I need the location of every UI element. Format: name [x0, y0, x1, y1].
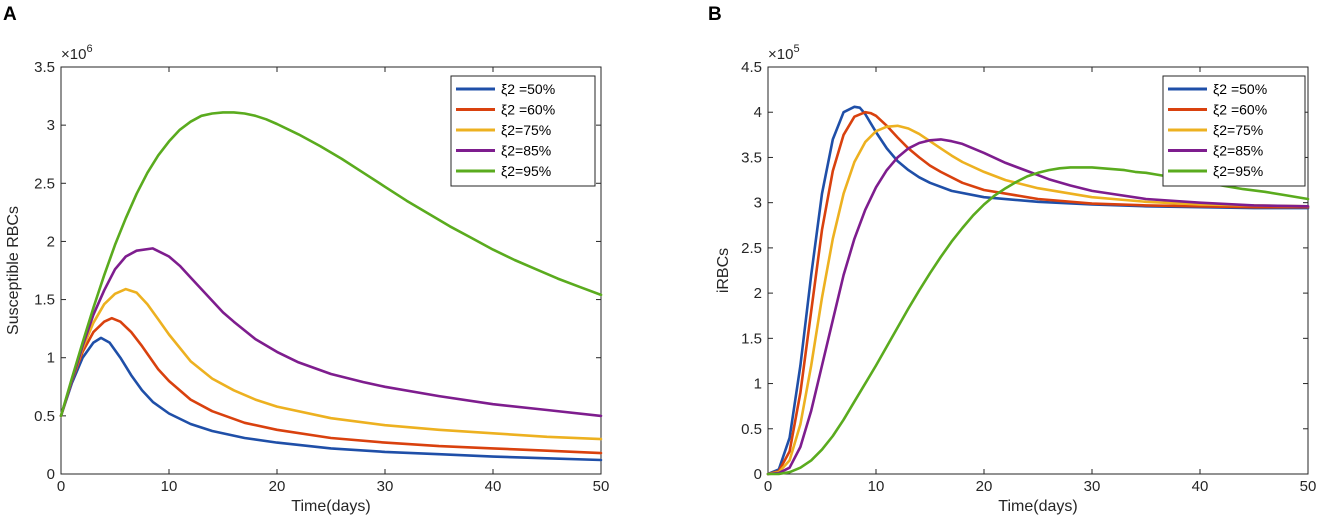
series-line-3: [766, 124, 1310, 476]
exponent-base: ×10: [768, 46, 793, 63]
exponent-power: 5: [793, 43, 799, 55]
x-tick-label: 0: [57, 478, 65, 495]
chart-panel-a: A 0 10 20 30 40 50 0 0.5 1 1.5 2 2.5 3 3.5 ×106 Time(day…: [3, 4, 609, 515]
y-tick-label: 2: [754, 285, 762, 302]
series-line-3: [59, 287, 603, 441]
x-tick-label: 30: [377, 478, 394, 495]
legend-entry: ξ2 =50%: [501, 81, 555, 97]
exponent-label: ×105: [768, 43, 800, 63]
x-tick-label: 50: [593, 478, 610, 495]
x-tick-label: 20: [976, 478, 993, 495]
x-tick-label: 20: [269, 478, 286, 495]
x-tick-label: 30: [1084, 478, 1101, 495]
y-tick-label: 1: [754, 376, 762, 393]
legend-entry: ξ2=95%: [501, 163, 551, 179]
y-tick-label: 3.5: [741, 149, 762, 166]
x-tick-label: 40: [1192, 478, 1209, 495]
exponent-label: ×106: [61, 43, 93, 63]
series-line-2: [766, 110, 1310, 476]
series-group: [59, 111, 603, 462]
y-tick-label: 0: [47, 466, 55, 483]
legend-entry: ξ2=75%: [501, 122, 551, 138]
y-tick-label: 0.5: [741, 421, 762, 438]
x-axis-label: Time(days): [998, 498, 1077, 515]
y-tick-label: 1.5: [34, 292, 55, 309]
x-tick-label: 40: [485, 478, 502, 495]
x-tick-label: 50: [1300, 478, 1317, 495]
chart-panel-b: B 0 10 20 30 40 50 0 0.5 1 1.5 2 2.5 3 3.5 4 4.5 ×105 Time…: [708, 4, 1316, 515]
y-tick-label: 0.5: [34, 408, 55, 425]
y-axis-label: Susceptible RBCs: [5, 206, 22, 335]
y-tick-label: 2: [47, 233, 55, 250]
y-tick-label: 4.5: [741, 59, 762, 76]
legend-entry: ξ2=95%: [1213, 163, 1263, 179]
legend-entry: ξ2 =50%: [1213, 81, 1267, 97]
legend: ξ2 =50% ξ2 =60% ξ2=75% ξ2=85% ξ2=95%: [450, 75, 596, 187]
legend-entry: ξ2=85%: [1213, 143, 1263, 159]
x-axis-label: Time(days): [291, 498, 370, 515]
series-line-2: [59, 316, 603, 455]
y-tick-label: 3: [47, 117, 55, 134]
x-tick-label: 10: [868, 478, 885, 495]
legend-entry: ξ2 =60%: [501, 102, 555, 118]
y-tick-label: 3: [754, 195, 762, 212]
series-line-1: [59, 336, 603, 462]
legend-entry: ξ2=75%: [1213, 122, 1263, 138]
series-line-4: [766, 138, 1310, 476]
y-tick-label: 0: [754, 466, 762, 483]
panel-label: B: [708, 4, 722, 25]
series-line-5: [766, 166, 1310, 476]
series-line-4: [59, 247, 603, 418]
y-tick-label: 4: [754, 104, 762, 121]
legend-entry: ξ2=85%: [501, 143, 551, 159]
y-tick-label: 1.5: [741, 330, 762, 347]
x-tick-label: 10: [161, 478, 178, 495]
exponent-base: ×10: [61, 46, 86, 63]
exponent-power: 6: [86, 43, 92, 55]
x-tick-label: 0: [764, 478, 772, 495]
series-line-5: [59, 111, 603, 418]
legend-entry: ξ2 =60%: [1213, 102, 1267, 118]
y-axis-label: iRBCs: [715, 248, 732, 293]
panel-label: A: [3, 4, 17, 25]
y-tick-label: 2.5: [34, 175, 55, 192]
series-group: [766, 105, 1310, 476]
y-tick-label: 2.5: [741, 240, 762, 257]
legend: ξ2 =50% ξ2 =60% ξ2=75% ξ2=85% ξ2=95%: [1162, 75, 1306, 187]
y-tick-label: 1: [47, 350, 55, 367]
y-tick-label: 3.5: [34, 59, 55, 76]
